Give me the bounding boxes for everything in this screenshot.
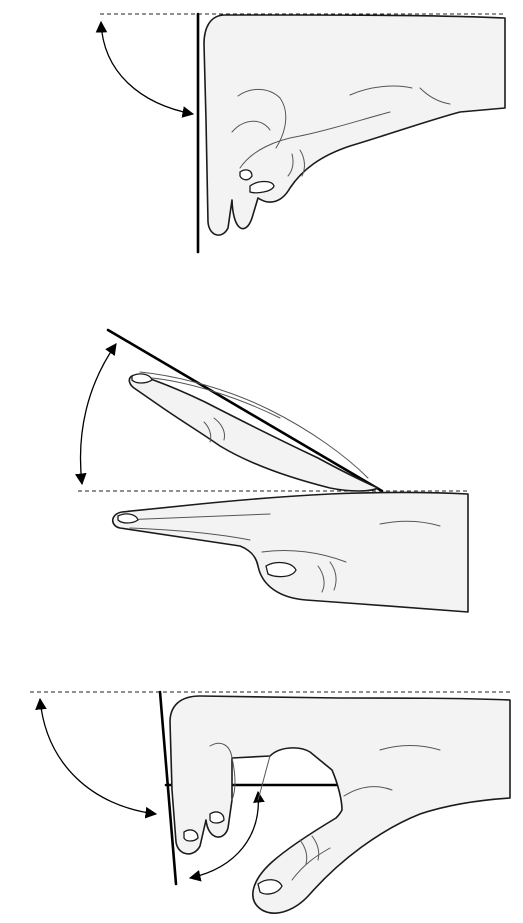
reference-solid-line <box>106 328 384 493</box>
angle-arc-arrow <box>35 697 158 819</box>
angle-arc-arrow <box>95 20 195 118</box>
hand-neutral-flat <box>111 491 469 613</box>
hand-raised-extension <box>128 371 379 492</box>
flexion-arc-arrow <box>188 790 265 882</box>
panel-1 <box>95 12 506 254</box>
panel-2 <box>74 328 469 613</box>
panel-3 <box>30 690 511 914</box>
reference-solid-line <box>158 690 178 886</box>
hand-flexed-wrist <box>203 14 506 236</box>
angle-arc-arrow <box>74 343 117 486</box>
hand-curled-fingers <box>169 695 511 914</box>
